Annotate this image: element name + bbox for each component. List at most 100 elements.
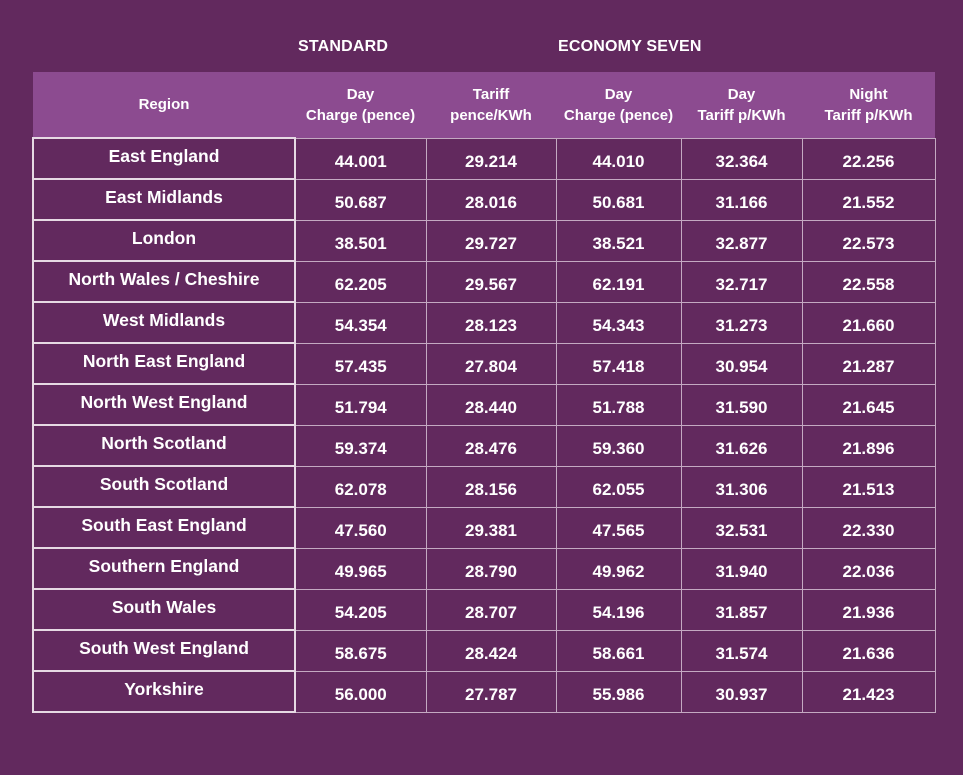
economy-seven-group-heading: ECONOMY SEVEN bbox=[558, 38, 702, 55]
table-row: East England 44.001 29.214 44.010 32.364 22.2… bbox=[32, 137, 936, 180]
standard-day-charge-header: Day Charge (pence) bbox=[295, 72, 426, 138]
standard-tariff-cell: 28.790 bbox=[425, 547, 557, 590]
e7-day-tariff-cell: 31.590 bbox=[680, 383, 803, 426]
standard-group-heading: STANDARD bbox=[298, 38, 389, 55]
region-cell: Southern England bbox=[32, 547, 296, 590]
table-row: North Wales / Cheshire 62.205 29.567 62.191… bbox=[32, 260, 936, 303]
standard-day-charge-cell: 58.675 bbox=[294, 629, 427, 672]
e7-night-tariff-header: Night Tariff p/KWh bbox=[802, 72, 935, 138]
e7-day-charge-cell: 55.986 bbox=[555, 670, 682, 713]
e7-day-charge-cell: 51.788 bbox=[555, 383, 682, 426]
e7-day-tariff-cell: 32.717 bbox=[680, 260, 803, 303]
table-row: Yorkshire 56.000 27.787 55.986 30.937 21.423 bbox=[32, 670, 936, 713]
standard-tariff-header: Tariff pence/KWh bbox=[426, 72, 556, 138]
standard-day-charge-cell: 62.205 bbox=[294, 260, 427, 303]
standard-day-charge-cell: 59.374 bbox=[294, 424, 427, 467]
table-row: South East England 47.560 29.381 47.565 32.5… bbox=[32, 506, 936, 549]
e7-day-charge-header: Day Charge (pence) bbox=[556, 72, 681, 138]
standard-day-charge-cell: 57.435 bbox=[294, 342, 427, 385]
e7-day-charge-cell: 50.681 bbox=[555, 178, 682, 221]
e7-night-tariff-cell: 22.256 bbox=[801, 137, 936, 180]
standard-day-charge-cell: 62.078 bbox=[294, 465, 427, 508]
e7-night-tariff-cell: 21.552 bbox=[801, 178, 936, 221]
standard-tariff-cell: 28.016 bbox=[425, 178, 557, 221]
standard-day-charge-cell: 56.000 bbox=[294, 670, 427, 713]
e7-day-charge-cell: 49.962 bbox=[555, 547, 682, 590]
e7-day-tariff-cell: 32.364 bbox=[680, 137, 803, 180]
e7-day-charge-cell: 62.055 bbox=[555, 465, 682, 508]
standard-day-charge-cell: 49.965 bbox=[294, 547, 427, 590]
e7-day-tariff-cell: 31.273 bbox=[680, 301, 803, 344]
header-line: Tariff p/KWh bbox=[824, 106, 913, 124]
table-row: North East England 57.435 27.804 57.418 30.9… bbox=[32, 342, 936, 385]
e7-day-tariff-cell: 32.531 bbox=[680, 506, 803, 549]
e7-night-tariff-cell: 21.636 bbox=[801, 629, 936, 672]
e7-day-tariff-cell: 31.574 bbox=[680, 629, 803, 672]
region-cell: South West England bbox=[32, 629, 296, 672]
e7-day-charge-cell: 57.418 bbox=[555, 342, 682, 385]
standard-tariff-cell: 29.727 bbox=[425, 219, 557, 262]
standard-tariff-cell: 29.567 bbox=[425, 260, 557, 303]
e7-night-tariff-cell: 21.896 bbox=[801, 424, 936, 467]
header-line: Day bbox=[727, 85, 756, 103]
e7-night-tariff-cell: 22.330 bbox=[801, 506, 936, 549]
e7-day-tariff-cell: 31.940 bbox=[680, 547, 803, 590]
standard-tariff-cell: 28.476 bbox=[425, 424, 557, 467]
standard-tariff-cell: 28.440 bbox=[425, 383, 557, 426]
header-line: Night bbox=[849, 85, 888, 103]
standard-day-charge-cell: 51.794 bbox=[294, 383, 427, 426]
standard-tariff-cell: 27.787 bbox=[425, 670, 557, 713]
table-row: North Scotland 59.374 28.476 59.360 31.626 21… bbox=[32, 424, 936, 467]
region-cell: East England bbox=[32, 137, 296, 180]
tariff-table: Region Day Charge (pence) Tariff pence/KWh Da… bbox=[32, 72, 936, 713]
e7-night-tariff-cell: 21.513 bbox=[801, 465, 936, 508]
e7-night-tariff-cell: 22.558 bbox=[801, 260, 936, 303]
table-row: London 38.501 29.727 38.521 32.877 22.573 bbox=[32, 219, 936, 262]
table-row: East Midlands 50.687 28.016 50.681 31.166 21.… bbox=[32, 178, 936, 221]
e7-day-tariff-cell: 32.877 bbox=[680, 219, 803, 262]
standard-day-charge-cell: 54.205 bbox=[294, 588, 427, 631]
table-body: East England 44.001 29.214 44.010 32.364 22.2… bbox=[32, 137, 936, 713]
table-row: South Scotland 62.078 28.156 62.055 31.306 21… bbox=[32, 465, 936, 508]
e7-day-charge-cell: 54.343 bbox=[555, 301, 682, 344]
standard-day-charge-cell: 54.354 bbox=[294, 301, 427, 344]
region-cell: Yorkshire bbox=[32, 670, 296, 713]
header-line: Charge (pence) bbox=[563, 106, 674, 124]
standard-tariff-cell: 27.804 bbox=[425, 342, 557, 385]
standard-tariff-cell: 29.214 bbox=[425, 137, 557, 180]
region-cell: North Scotland bbox=[32, 424, 296, 467]
e7-day-charge-cell: 38.521 bbox=[555, 219, 682, 262]
region-cell: South East England bbox=[32, 506, 296, 549]
e7-day-charge-cell: 54.196 bbox=[555, 588, 682, 631]
header-line: Charge (pence) bbox=[305, 106, 416, 124]
e7-night-tariff-cell: 21.660 bbox=[801, 301, 936, 344]
standard-day-charge-cell: 47.560 bbox=[294, 506, 427, 549]
header-line: Day bbox=[604, 85, 633, 103]
table-row: North West England 51.794 28.440 51.788 31.5… bbox=[32, 383, 936, 426]
e7-night-tariff-cell: 21.287 bbox=[801, 342, 936, 385]
e7-night-tariff-cell: 21.423 bbox=[801, 670, 936, 713]
table-row: South Wales 54.205 28.707 54.196 31.857 21.93… bbox=[32, 588, 936, 631]
e7-day-charge-cell: 62.191 bbox=[555, 260, 682, 303]
e7-day-tariff-header: Day Tariff p/KWh bbox=[681, 72, 802, 138]
e7-day-tariff-cell: 31.306 bbox=[680, 465, 803, 508]
standard-day-charge-cell: 38.501 bbox=[294, 219, 427, 262]
e7-night-tariff-cell: 21.936 bbox=[801, 588, 936, 631]
standard-day-charge-cell: 44.001 bbox=[294, 137, 427, 180]
header-line: Tariff bbox=[472, 85, 510, 103]
standard-day-charge-cell: 50.687 bbox=[294, 178, 427, 221]
header-row: Region Day Charge (pence) Tariff pence/KWh Da… bbox=[33, 72, 935, 138]
table-row: South West England 58.675 28.424 58.661 31.5… bbox=[32, 629, 936, 672]
e7-day-tariff-cell: 31.166 bbox=[680, 178, 803, 221]
e7-day-tariff-cell: 31.857 bbox=[680, 588, 803, 631]
e7-night-tariff-cell: 22.573 bbox=[801, 219, 936, 262]
region-cell: West Midlands bbox=[32, 301, 296, 344]
region-cell: North West England bbox=[32, 383, 296, 426]
e7-day-charge-cell: 58.661 bbox=[555, 629, 682, 672]
e7-day-tariff-cell: 30.937 bbox=[680, 670, 803, 713]
e7-day-charge-cell: 44.010 bbox=[555, 137, 682, 180]
header-line: Day bbox=[346, 85, 375, 103]
region-cell: South Wales bbox=[32, 588, 296, 631]
region-cell: North East England bbox=[32, 342, 296, 385]
e7-day-tariff-cell: 30.954 bbox=[680, 342, 803, 385]
